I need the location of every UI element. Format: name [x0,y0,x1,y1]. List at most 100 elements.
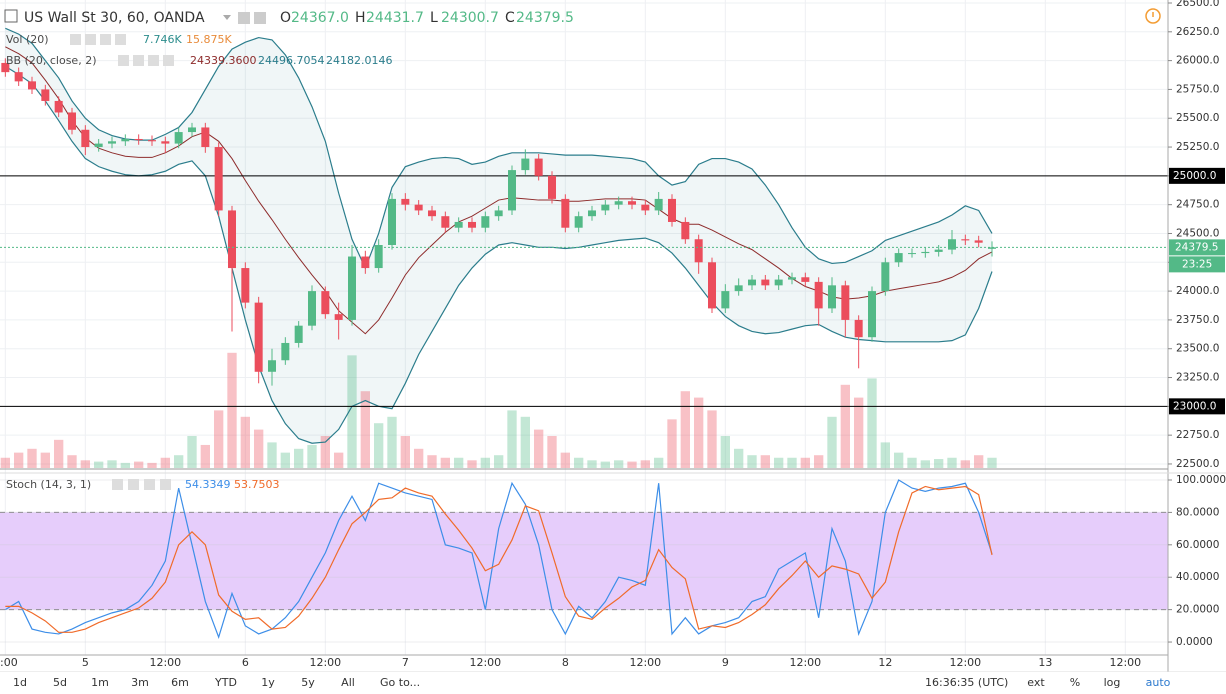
candle-body [828,285,836,309]
axes-layer: 2:00 5 12:00 6 12:00 7 12:00 8 12:00 9 12:00 12 12:0… [0,0,1226,669]
candle-body [601,204,610,211]
stoch-d-value: 53.7503 [234,478,280,491]
volume-bar [800,457,810,468]
dropdown-icon[interactable] [223,15,231,20]
ohlc-value: 24431.7 [366,10,424,26]
icon[interactable] [163,55,174,66]
y-tick-label: 80.0000 [1176,506,1219,518]
icon[interactable] [133,55,144,66]
y-tick-label: 26500.0 [1176,0,1219,9]
range-button[interactable]: 1d [13,676,27,689]
volume-bar [147,462,157,468]
volume-bar [80,460,90,468]
volume-bar [107,460,117,468]
candle-body [948,239,956,250]
candle-body [908,253,916,255]
candle-body [934,249,943,252]
volume-bar [827,416,837,468]
range-button[interactable]: YTD [214,676,237,689]
menu-icon[interactable] [4,9,18,23]
countdown-label: 23:25 [1182,258,1212,270]
volume-bar [814,455,824,468]
range-button[interactable]: 6m [171,676,189,689]
icon[interactable] [128,479,139,490]
hline-label: 23000.0 [1173,400,1216,412]
volume-bar [120,462,130,468]
icon[interactable] [144,479,155,490]
icon[interactable] [70,34,81,45]
candle-body [988,247,996,249]
candle-body [761,279,770,286]
volume-bar [907,457,917,468]
icon[interactable] [115,34,126,45]
candle-body [401,198,410,205]
candle-body [468,221,476,228]
icon[interactable] [118,55,129,66]
volume-bar [134,461,144,468]
icon[interactable] [112,479,123,490]
candle-body [81,129,90,148]
icon[interactable] [160,479,171,490]
x-tick-label: 12 [878,656,892,669]
candle-body [134,138,143,141]
x-tick-label: 6 [242,656,249,669]
alert-icon[interactable] [1145,8,1161,24]
option-button[interactable]: ext [1027,676,1045,689]
volume-bar [627,461,637,468]
candle-body [68,112,76,130]
y-tick-label: 25250.0 [1176,141,1219,153]
x-tick-label: 12:00 [789,656,821,669]
volume-bar [240,416,250,468]
volume-bar [840,384,850,468]
candle-body [108,141,116,144]
stoch-k-value: 54.3349 [185,478,231,491]
candle-body [28,81,36,90]
ohlc-legend: O 24367.0 H 24431.7 L 24300.7 C 24379.5 [280,10,574,26]
range-button[interactable]: 3m [131,676,149,689]
candle-body [14,72,23,82]
option-button[interactable]: % [1070,676,1080,689]
bb-lower-value: 24182.0146 [326,54,392,67]
candle-body [614,201,623,205]
candle-body [454,221,463,228]
icon[interactable] [238,12,250,24]
y-tick-label: 23750.0 [1176,314,1219,326]
volume-bar [254,429,264,468]
goto-button[interactable]: Go to... [380,676,420,689]
range-button[interactable]: 5d [53,676,67,689]
volume-bar [600,461,610,468]
volume-bar [320,436,330,468]
candle-body [841,285,850,320]
x-tick-label: 5 [82,656,89,669]
candle-body [294,325,303,343]
header: US Wall St 30, 60, OANDA O 24367.0 H 24431.… [4,8,1161,491]
range-button[interactable]: 5y [301,676,315,689]
last-price-box [1169,239,1225,256]
bb-upper [5,27,993,270]
option-button[interactable]: auto [1146,676,1171,689]
y-tick-label: 24000.0 [1176,285,1219,297]
icon[interactable] [254,12,266,24]
range-button[interactable]: 1y [261,676,275,689]
volume-bar [27,448,37,468]
option-button[interactable]: log [1104,676,1121,689]
range-button[interactable]: 1m [91,676,109,689]
icon[interactable] [100,34,111,45]
volume-bar [467,460,477,468]
toolbar-items: 1d 5d 1m 3m 6m YTD 1y 5y All Go to... 16:36:35 (UT… [13,674,1176,692]
ohlc-value: 24300.7 [441,10,499,26]
hline-label-box [1169,167,1225,184]
y-tick-label: 26250.0 [1176,26,1219,38]
icon[interactable] [85,34,96,45]
plot-layer [0,27,1168,640]
candle-body [494,210,503,217]
volume-bar [480,457,490,468]
x-tick-label: 8 [562,656,569,669]
icon[interactable] [148,55,159,66]
bb-fill [5,28,993,444]
range-button[interactable]: All [341,676,355,689]
candle-body [654,198,663,211]
candle-body [921,251,930,254]
candle-body [94,143,103,148]
